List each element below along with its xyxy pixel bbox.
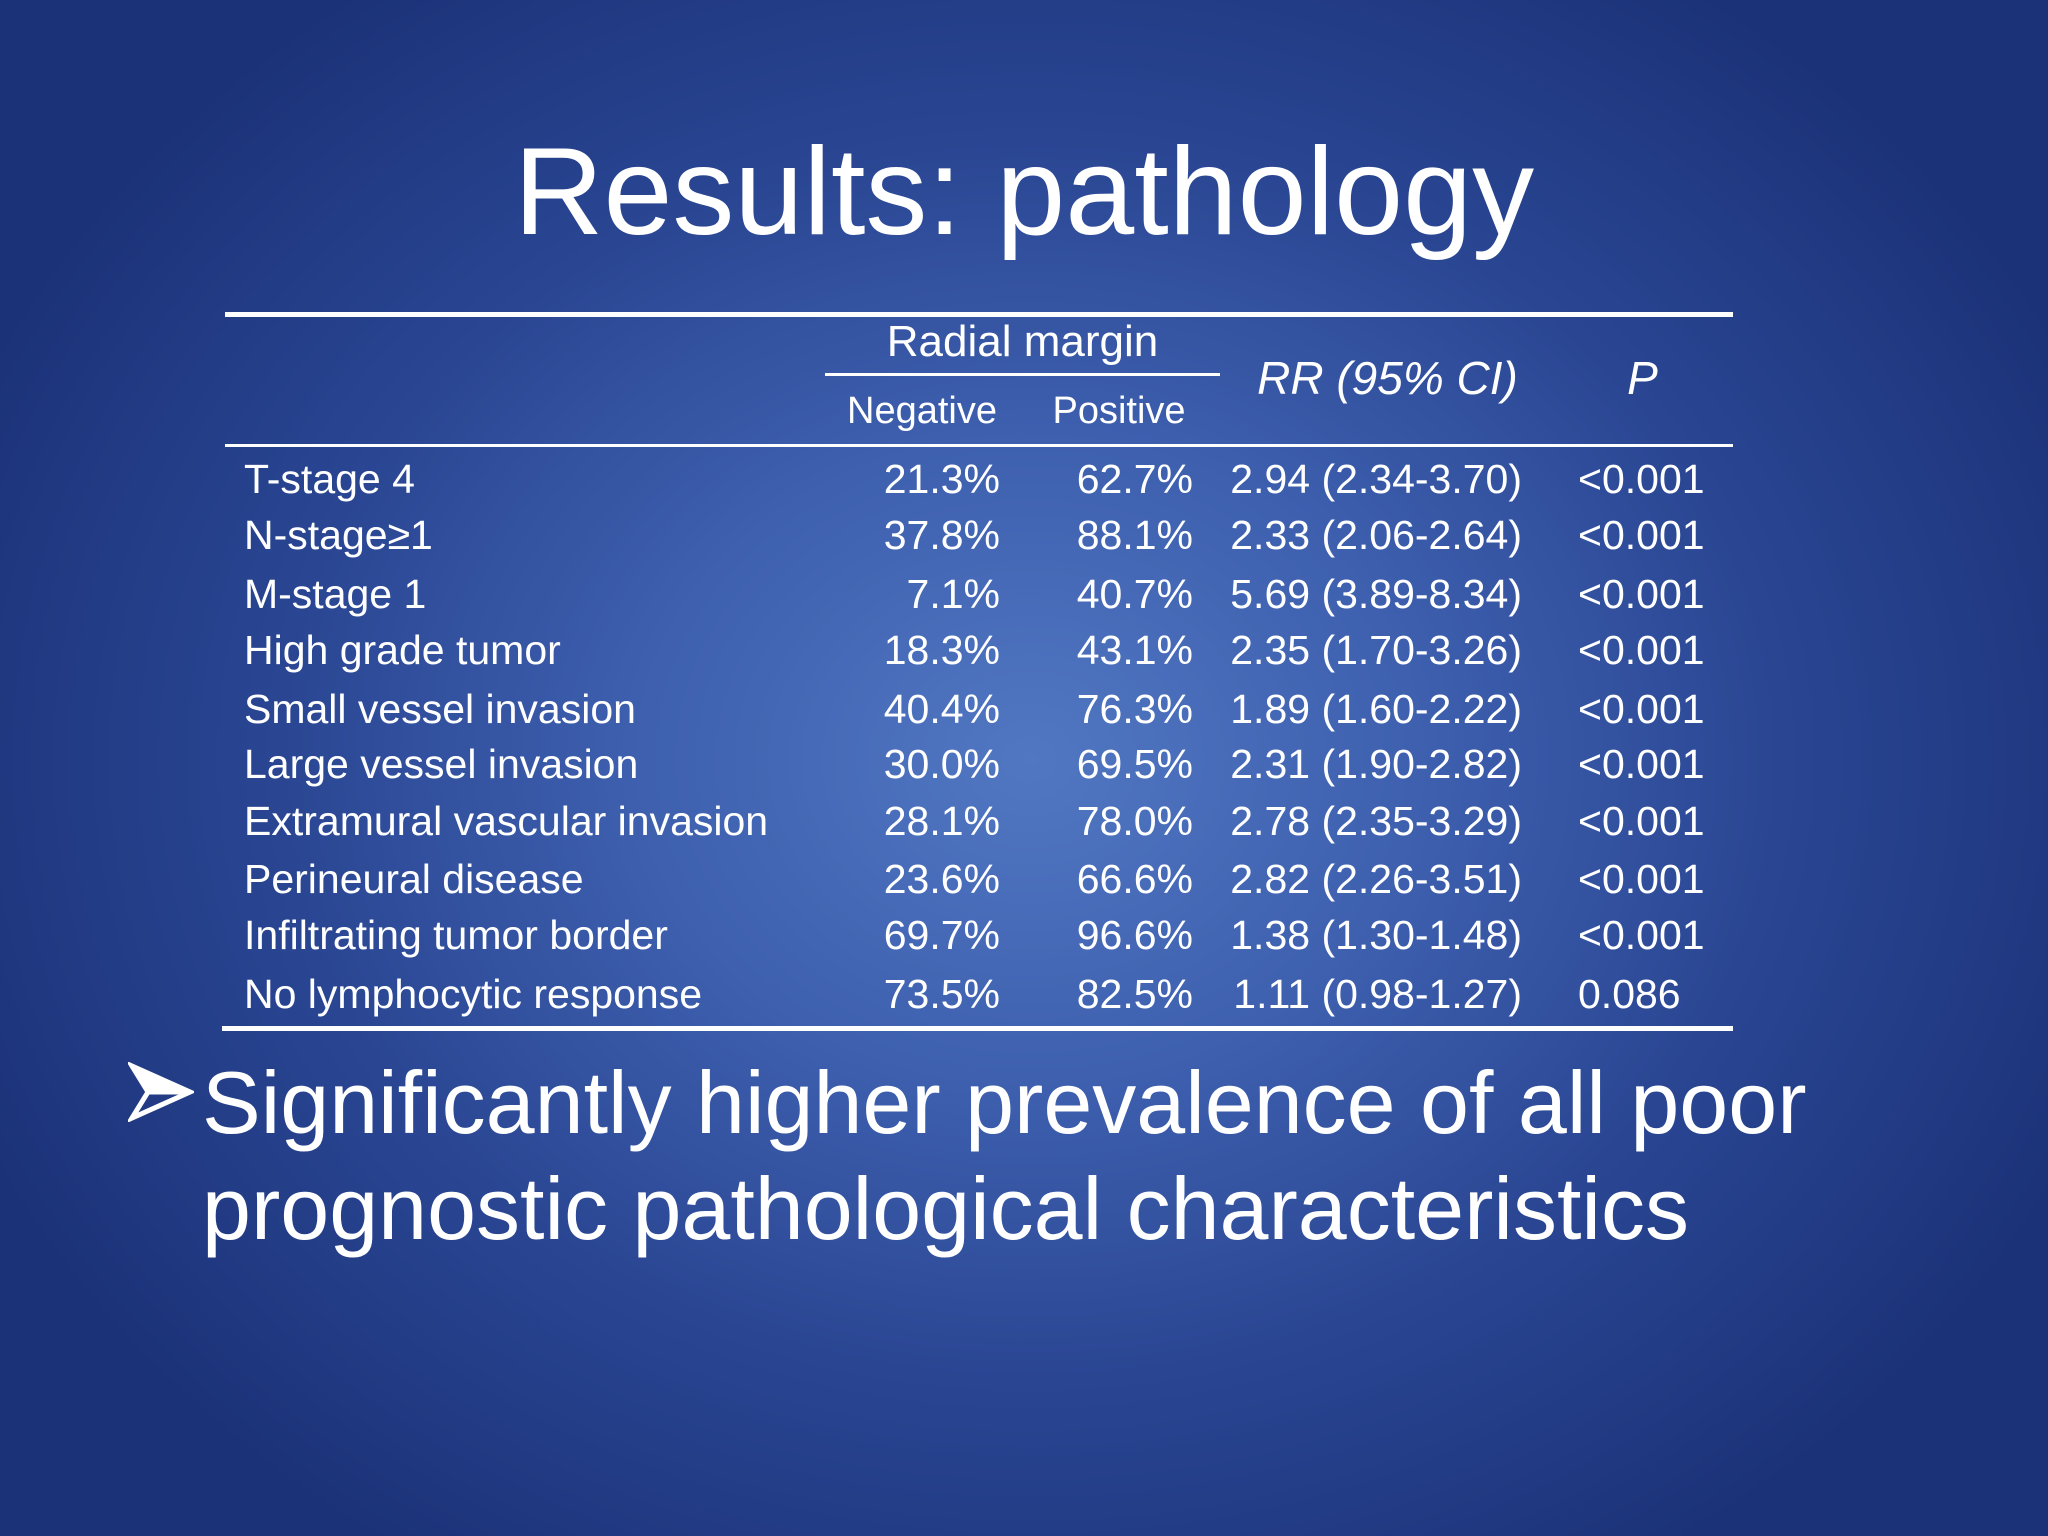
rr-cell: 2.78 (2.35-3.29) <box>1230 798 1522 844</box>
p-cell: <0.001 <box>1578 856 1705 902</box>
group-rule <box>825 373 1220 376</box>
rr-cell: 5.69 (3.89-8.34) <box>1230 571 1522 617</box>
p-cell: 0.086 <box>1578 971 1681 1017</box>
negative-cell: 23.6% <box>883 856 1000 902</box>
rr-cell: 2.31 (1.90-2.82) <box>1230 741 1522 787</box>
row-label: High grade tumor <box>244 627 561 673</box>
p-cell: <0.001 <box>1578 571 1705 617</box>
bullet-arrow <box>128 1062 194 1122</box>
row-label: M-stage 1 <box>244 571 427 617</box>
negative-cell: 73.5% <box>883 971 1000 1017</box>
p-cell: <0.001 <box>1578 686 1705 732</box>
negative-cell: 30.0% <box>883 741 1000 787</box>
positive-cell: 78.0% <box>1076 798 1193 844</box>
row-label: No lymphocytic response <box>244 971 703 1017</box>
sub-header: Positive <box>1052 390 1186 432</box>
p-cell: <0.001 <box>1578 798 1705 844</box>
positive-cell: 96.6% <box>1076 912 1193 958</box>
row-label: Extramural vascular invasion <box>244 798 769 844</box>
p-cell: <0.001 <box>1578 741 1705 787</box>
positive-cell: 76.3% <box>1076 686 1193 732</box>
p-cell: <0.001 <box>1578 456 1705 502</box>
rr-cell: 2.35 (1.70-3.26) <box>1230 627 1522 673</box>
row-label: Perineural disease <box>244 856 584 902</box>
rr-cell: 1.89 (1.60-2.22) <box>1230 686 1522 732</box>
row-label: Large vessel invasion <box>244 741 639 787</box>
p-cell: <0.001 <box>1578 512 1705 558</box>
sub-header: Negative <box>847 390 997 432</box>
negative-cell: 18.3% <box>883 627 1000 673</box>
header-rule <box>225 444 1733 447</box>
rr-header: RR (95% CI) <box>1257 352 1518 404</box>
negative-cell: 37.8% <box>883 512 1000 558</box>
negative-cell: 69.7% <box>883 912 1000 958</box>
p-cell: <0.001 <box>1578 912 1705 958</box>
group-header: Radial margin <box>886 317 1159 366</box>
table-bottom-rule <box>222 1026 1733 1031</box>
row-label: Small vessel invasion <box>244 686 636 732</box>
positive-cell: 69.5% <box>1076 741 1193 787</box>
bullet-text: Significantly higher prevalence of all p… <box>202 1053 1807 1258</box>
positive-cell: 43.1% <box>1076 627 1193 673</box>
row-label: T-stage 4 <box>244 456 415 502</box>
rr-cell: 2.82 (2.26-3.51) <box>1230 856 1522 902</box>
positive-cell: 88.1% <box>1076 512 1193 558</box>
row-label: N-stage≥1 <box>244 512 433 558</box>
rr-cell: 2.33 (2.06-2.64) <box>1230 512 1522 558</box>
positive-cell: 82.5% <box>1076 971 1193 1017</box>
negative-cell: 28.1% <box>883 798 1000 844</box>
rr-cell: 1.38 (1.30-1.48) <box>1230 912 1522 958</box>
positive-cell: 62.7% <box>1076 456 1193 502</box>
rr-cell: 2.94 (2.34-3.70) <box>1230 456 1522 502</box>
positive-cell: 40.7% <box>1076 571 1193 617</box>
negative-cell: 7.1% <box>906 571 1000 617</box>
p-cell: <0.001 <box>1578 627 1705 673</box>
negative-cell: 40.4% <box>883 686 1000 732</box>
rr-cell: 1.11 (0.98-1.27) <box>1233 971 1522 1017</box>
row-label: Infiltrating tumor border <box>244 912 668 958</box>
slide-title: Results: pathology <box>513 123 1535 261</box>
p-header: P <box>1627 352 1658 404</box>
positive-cell: 66.6% <box>1076 856 1193 902</box>
table-top-rule <box>225 312 1733 317</box>
negative-cell: 21.3% <box>883 456 1000 502</box>
